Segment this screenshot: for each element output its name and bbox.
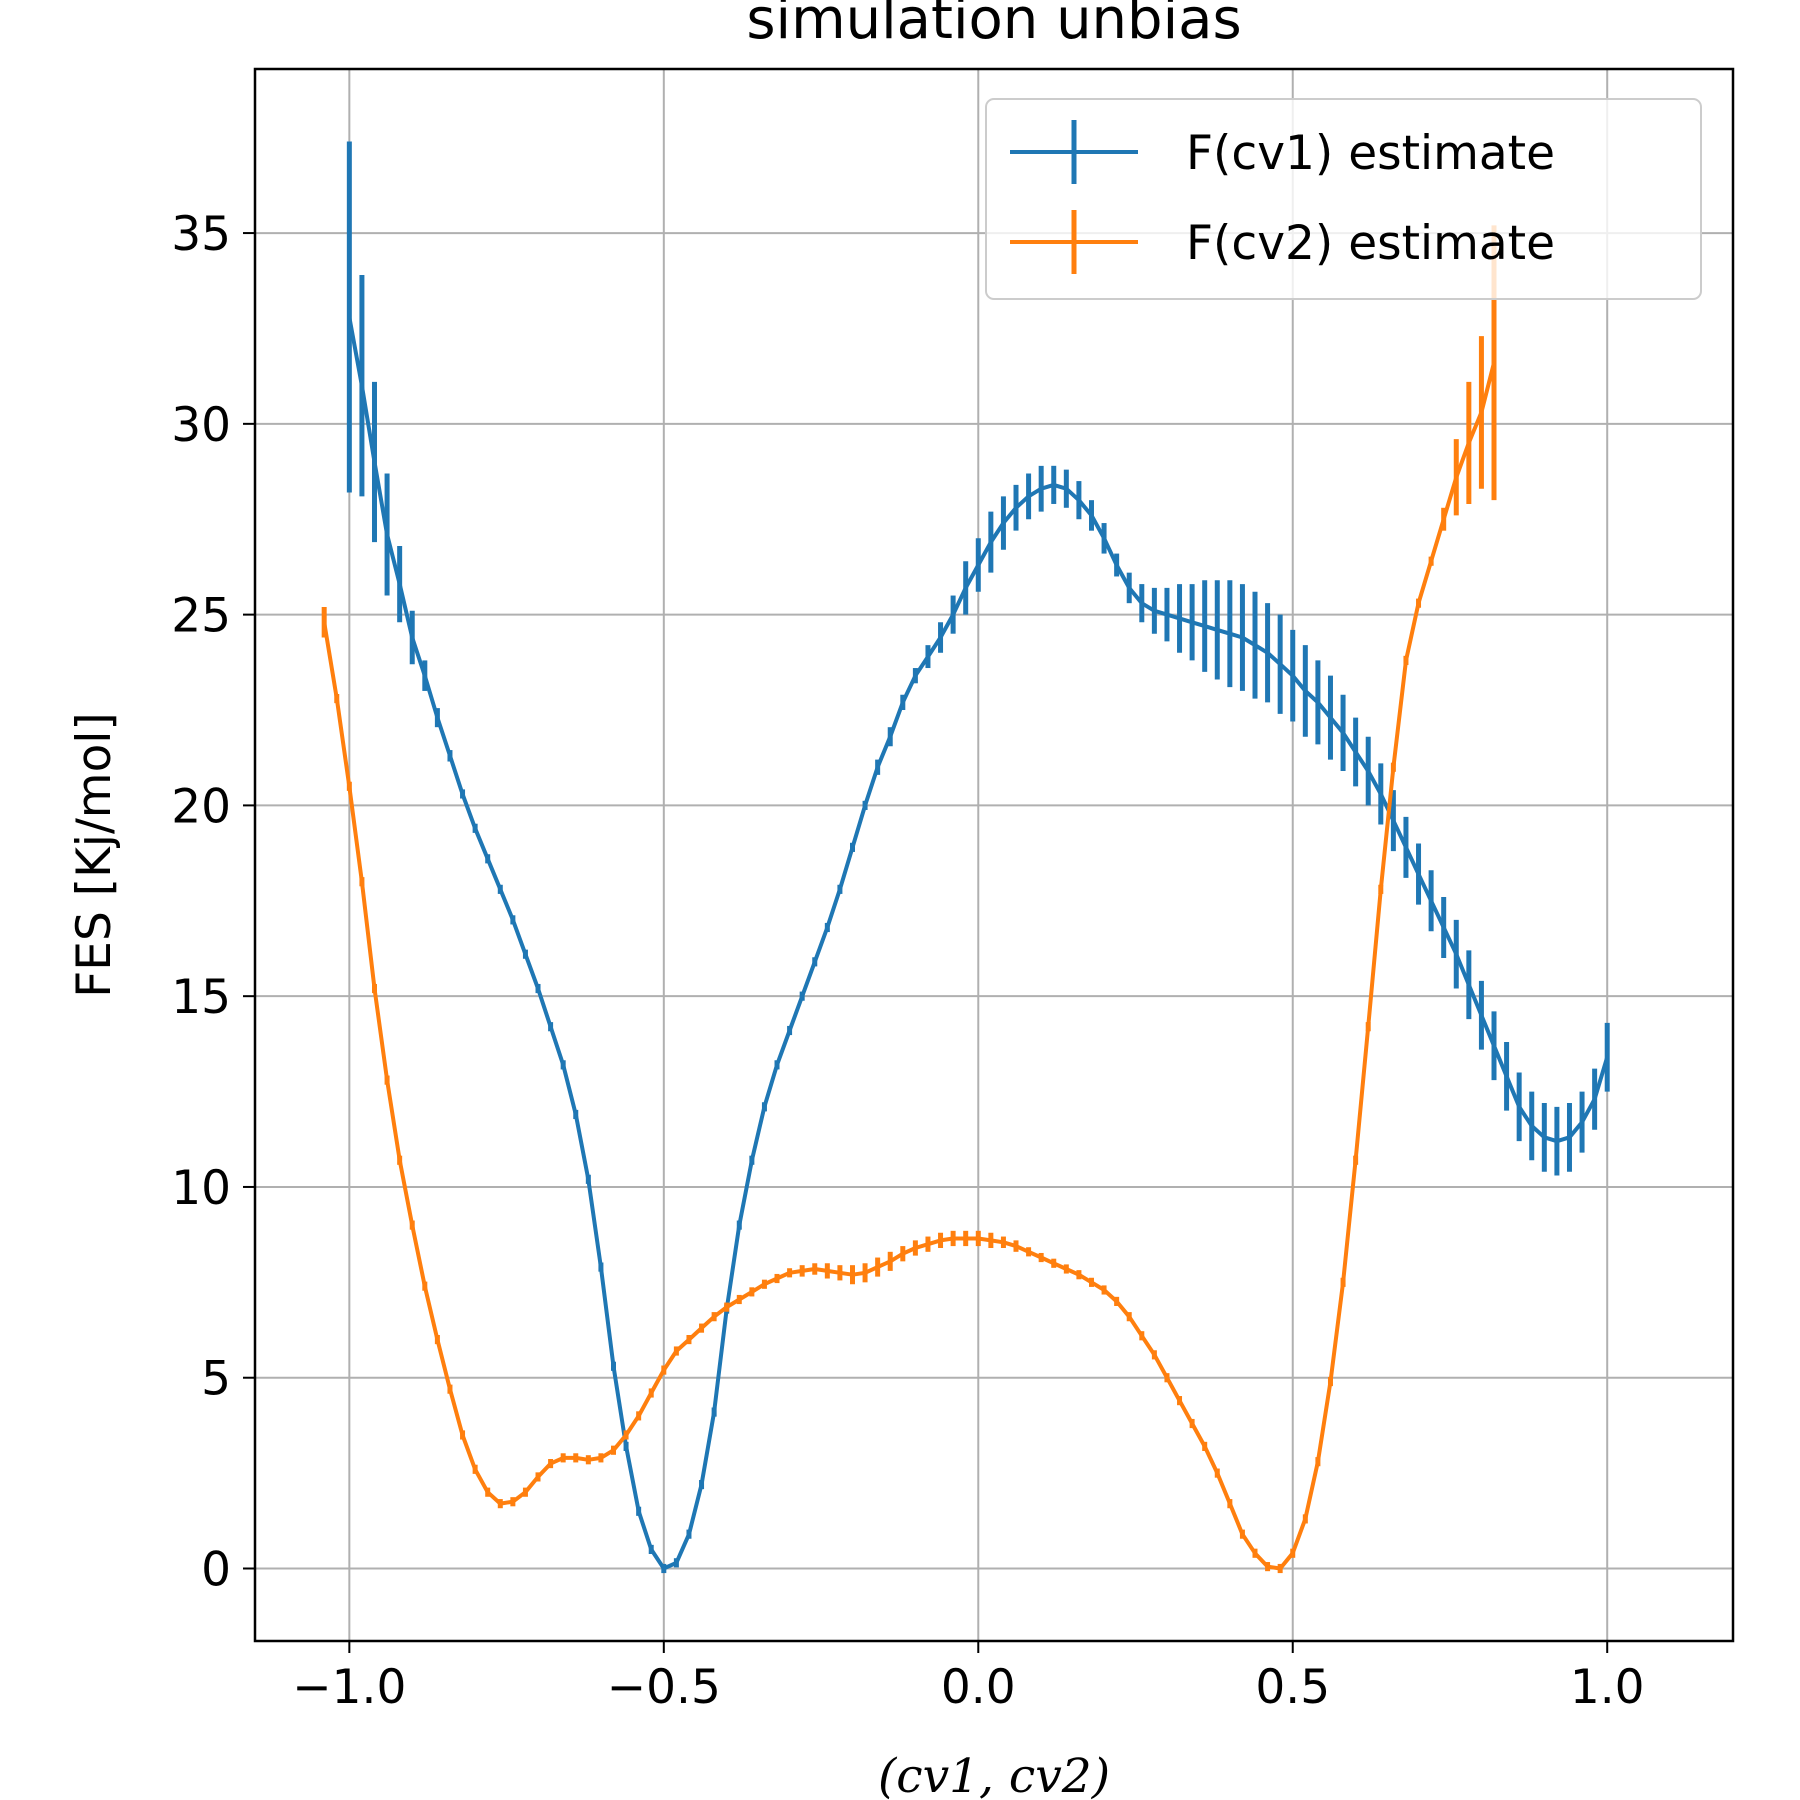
chart-title: simulation unbias	[746, 0, 1241, 52]
x-tick-label: −0.5	[607, 1660, 721, 1715]
x-tick-label: −1.0	[292, 1660, 406, 1715]
series-1	[346, 141, 1610, 1574]
x-tick-label: 0.0	[941, 1660, 1016, 1715]
x-tick-label: 1.0	[1570, 1660, 1645, 1715]
y-tick-label: 35	[171, 207, 231, 262]
y-tick-label: 30	[171, 398, 231, 453]
series-layer	[321, 141, 1610, 1574]
legend-label: F(cv2) estimate	[1186, 216, 1555, 271]
legend: F(cv1) estimate F(cv2) estimate	[985, 98, 1702, 300]
y-tick-label: 5	[201, 1352, 231, 1407]
y-axis-label: FES [Kj/mol]	[67, 712, 122, 998]
y-tick-label: 20	[171, 779, 231, 834]
legend-label: F(cv1) estimate	[1186, 126, 1555, 181]
x-axis-label: (cv1, cv2)	[878, 1749, 1110, 1800]
x-axis: −1.0 −0.5 0.0 0.5 1.0	[292, 1641, 1645, 1715]
grid-lines	[255, 69, 1733, 1641]
y-tick-label: 25	[171, 589, 231, 644]
legend-box	[985, 98, 1702, 300]
y-axis: 0 5 10 15 20 25 30 35	[171, 207, 255, 1598]
series-2	[321, 225, 1497, 1574]
x-tick-label: 0.5	[1255, 1660, 1330, 1715]
y-tick-label: 0	[201, 1543, 231, 1598]
y-tick-label: 15	[171, 970, 231, 1025]
series-line	[322, 362, 1496, 1571]
y-tick-label: 10	[171, 1161, 231, 1216]
plot-frame	[253, 67, 1735, 1643]
